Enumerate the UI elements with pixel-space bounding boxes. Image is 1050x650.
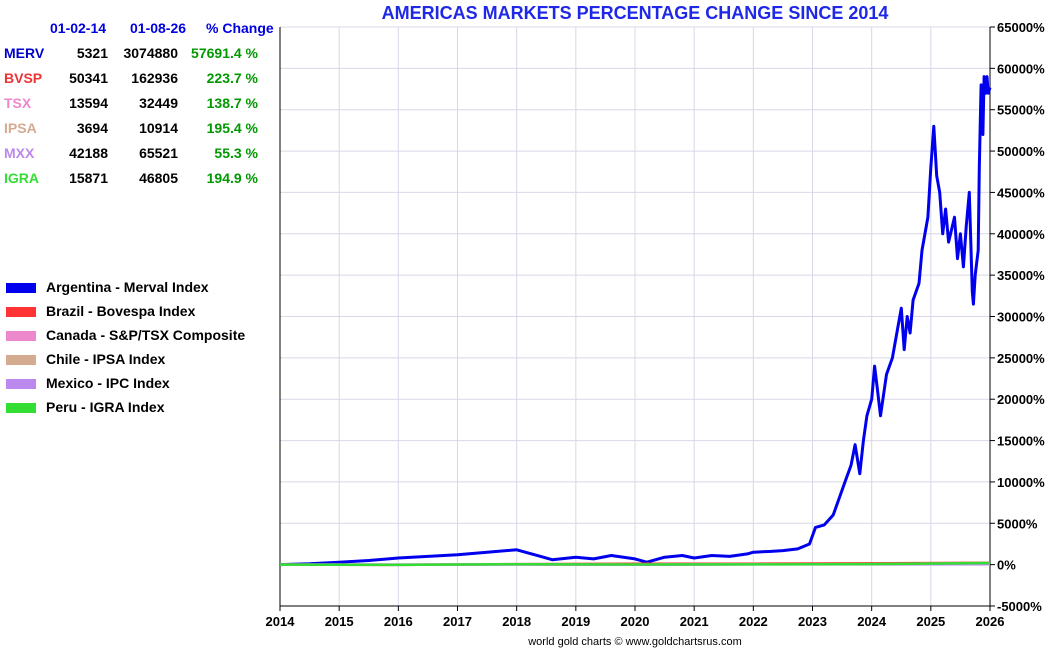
x-tick-label: 2023 bbox=[798, 614, 827, 629]
legend-label: Argentina - Merval Index bbox=[46, 279, 209, 295]
y-tick-label: 50000% bbox=[997, 144, 1045, 159]
y-tick-label: 40000% bbox=[997, 227, 1045, 242]
y-tick-label: 60000% bbox=[997, 61, 1045, 76]
y-tick-label: 15000% bbox=[997, 434, 1045, 449]
chart-title: AMERICAS MARKETS PERCENTAGE CHANGE SINCE… bbox=[381, 3, 889, 23]
x-tick-label: 2014 bbox=[266, 614, 296, 629]
stats-header-start: 01-02-14 bbox=[50, 20, 107, 36]
y-tick-label: 65000% bbox=[997, 20, 1045, 35]
stats-ticker: MXX bbox=[4, 145, 35, 161]
series-line-argentina bbox=[279, 75, 992, 567]
stats-header-end: 01-08-26 bbox=[130, 20, 187, 36]
stats-header-change: % Change bbox=[206, 20, 274, 36]
x-tick-label: 2016 bbox=[384, 614, 413, 629]
legend-label: Mexico - IPC Index bbox=[46, 375, 170, 391]
x-tick-label: 2025 bbox=[916, 614, 945, 629]
y-tick-label: 30000% bbox=[997, 310, 1045, 325]
legend-swatch bbox=[6, 331, 36, 341]
y-tick-label: 20000% bbox=[997, 392, 1045, 407]
x-tick-label: 2021 bbox=[680, 614, 709, 629]
stats-change: 138.7 % bbox=[206, 95, 258, 111]
y-tick-label: 10000% bbox=[997, 475, 1045, 490]
legend-label: Brazil - Bovespa Index bbox=[46, 303, 196, 319]
legend-swatch bbox=[6, 283, 36, 293]
chart-credit: world gold charts © www.goldchartsrus.co… bbox=[528, 636, 742, 648]
x-tick-label: 2015 bbox=[325, 614, 354, 629]
stats-start: 3694 bbox=[76, 120, 108, 136]
stats-start: 15871 bbox=[69, 170, 108, 186]
legend-label: Peru - IGRA Index bbox=[46, 399, 165, 415]
x-tick-label: 2018 bbox=[502, 614, 531, 629]
stats-end: 10914 bbox=[139, 120, 178, 136]
legend-swatch bbox=[6, 355, 36, 365]
stats-end: 46805 bbox=[139, 170, 178, 186]
x-tick-label: 2022 bbox=[739, 614, 768, 629]
stats-change: 57691.4 % bbox=[191, 45, 258, 61]
stats-start: 42188 bbox=[69, 145, 108, 161]
stats-ticker: BVSP bbox=[4, 70, 43, 86]
stats-end: 162936 bbox=[131, 70, 178, 86]
x-tick-label: 2020 bbox=[621, 614, 650, 629]
stats-change: 223.7 % bbox=[206, 70, 258, 86]
stats-change: 55.3 % bbox=[214, 145, 258, 161]
y-tick-label: 5000% bbox=[997, 516, 1038, 531]
stats-end: 32449 bbox=[139, 95, 178, 111]
y-tick-label: 35000% bbox=[997, 268, 1045, 283]
stats-ticker: IPSA bbox=[4, 120, 37, 136]
x-tick-label: 2026 bbox=[976, 614, 1005, 629]
stats-end: 65521 bbox=[139, 145, 178, 161]
y-tick-label: 45000% bbox=[997, 185, 1045, 200]
series-line-peru bbox=[279, 561, 991, 567]
legend-swatch bbox=[6, 403, 36, 413]
x-tick-label: 2019 bbox=[561, 614, 590, 629]
stats-ticker: IGRA bbox=[4, 170, 39, 186]
stats-start: 5321 bbox=[76, 45, 108, 61]
y-tick-label: 55000% bbox=[997, 103, 1045, 118]
y-tick-label: 25000% bbox=[997, 351, 1045, 366]
stats-start: 13594 bbox=[69, 95, 108, 111]
legend-label: Chile - IPSA Index bbox=[46, 351, 166, 367]
x-tick-label: 2024 bbox=[857, 614, 887, 629]
y-tick-label: -5000% bbox=[997, 599, 1042, 614]
legend-swatch bbox=[6, 379, 36, 389]
x-tick-label: 2017 bbox=[443, 614, 472, 629]
stats-change: 194.9 % bbox=[206, 170, 258, 186]
legend-swatch bbox=[6, 307, 36, 317]
stats-start: 50341 bbox=[69, 70, 108, 86]
y-tick-label: 0% bbox=[997, 558, 1016, 573]
stats-change: 195.4 % bbox=[206, 120, 258, 136]
stats-end: 3074880 bbox=[123, 45, 178, 61]
legend-label: Canada - S&P/TSX Composite bbox=[46, 327, 246, 343]
stats-ticker: TSX bbox=[4, 95, 32, 111]
stats-ticker: MERV bbox=[4, 45, 45, 61]
